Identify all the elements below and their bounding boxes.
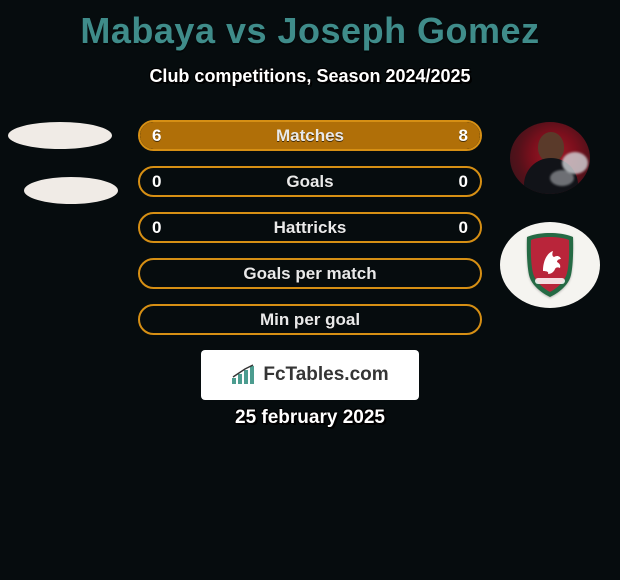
snapshot-date: 25 february 2025: [0, 407, 620, 429]
stat-row-goals-per-match: Goals per match: [138, 258, 482, 289]
stat-value-right: 0: [459, 168, 468, 195]
bar-chart-icon: [231, 364, 257, 386]
stat-row-goals: 0 Goals 0: [138, 166, 482, 197]
stat-label: Goals: [140, 168, 480, 195]
left-club-crest: [24, 177, 118, 204]
stat-label: Goals per match: [140, 260, 480, 287]
comparison-subtitle: Club competitions, Season 2024/2025: [0, 66, 620, 87]
stat-value-right: 0: [459, 214, 468, 241]
shield-icon: [521, 231, 579, 299]
stat-label: Hattricks: [140, 214, 480, 241]
stat-value-right: 8: [459, 122, 468, 149]
site-branding: FcTables.com: [201, 350, 419, 400]
stat-row-hattricks: 0 Hattricks 0: [138, 212, 482, 243]
right-club-crest: [500, 222, 600, 308]
stat-label: Min per goal: [140, 306, 480, 333]
comparison-title: Mabaya vs Joseph Gomez: [0, 0, 620, 52]
stat-label: Matches: [140, 122, 480, 149]
stat-row-min-per-goal: Min per goal: [138, 304, 482, 335]
right-player-avatar: [510, 122, 590, 194]
left-player-avatar: [8, 122, 112, 149]
stat-row-matches: 6 Matches 8: [138, 120, 482, 151]
site-logo-text: FcTables.com: [263, 364, 388, 386]
stat-bars: 6 Matches 8 0 Goals 0 0 Hattricks 0 Goal…: [138, 120, 482, 350]
